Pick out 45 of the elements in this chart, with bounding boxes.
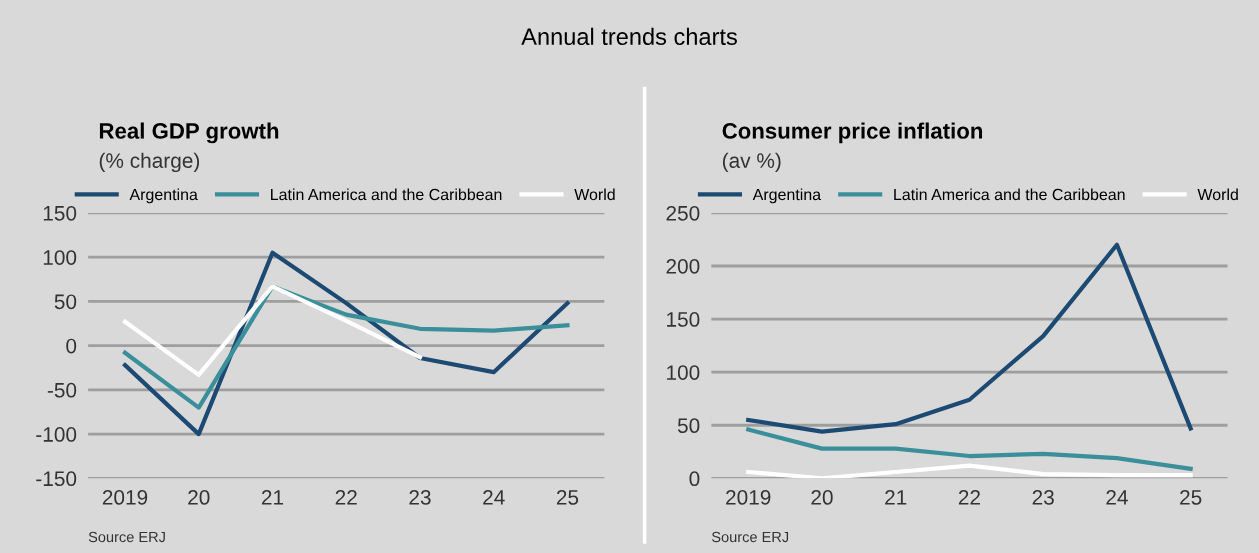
x-tick-label: 20 <box>811 490 833 505</box>
legend-label: World <box>574 188 615 201</box>
y-tick-label: -150 <box>36 471 77 487</box>
x-tick-label: 25 <box>556 490 579 505</box>
x-tick-label: 23 <box>1032 490 1054 505</box>
legend-label: World <box>1197 188 1238 201</box>
y-tick-label: 0 <box>689 471 700 487</box>
x-tick-label: 2019 <box>726 490 771 505</box>
text: Annual trends charts <box>521 27 737 46</box>
source-note: Source ERJ <box>712 531 789 543</box>
x-tick-label: 25 <box>1180 490 1202 505</box>
legend-label: Argentina <box>752 188 822 204</box>
y-tick-label: 100 <box>43 250 77 265</box>
line-series <box>122 284 570 410</box>
y-tick-label: 200 <box>666 258 700 274</box>
x-tick-label: 23 <box>409 490 431 505</box>
source-note: Source ERJ <box>88 531 165 543</box>
x-tick-label: 22 <box>958 490 980 505</box>
y-tick-label: 100 <box>667 365 700 380</box>
line-series <box>746 427 1193 471</box>
line-series <box>122 284 423 377</box>
x-tick-label: 21 <box>261 490 284 505</box>
y-tick-label: 150 <box>667 312 700 327</box>
y-tick-label: 0 <box>66 338 77 354</box>
y-tick-label: -100 <box>36 427 77 442</box>
chart-subtitle: (av %) <box>722 152 781 173</box>
y-tick-label: 150 <box>43 205 77 221</box>
chart-title: Real GDP growth <box>99 122 279 144</box>
line-series <box>746 463 1193 479</box>
x-tick-label: 21 <box>885 490 907 505</box>
chart-subtitle: (% charge) <box>99 152 200 173</box>
x-tick-label: 22 <box>335 490 357 505</box>
x-tick-label: 20 <box>188 490 210 505</box>
line-series <box>746 242 1193 434</box>
x-tick-label: 24 <box>1106 490 1128 505</box>
chart-title: Consumer price inflation <box>722 122 983 144</box>
y-tick-label: 50 <box>677 418 700 434</box>
legend-label: Latin America and the Caribbean <box>894 188 1125 201</box>
y-tick-label: 250 <box>666 205 700 221</box>
y-tick-label: -50 <box>47 382 77 398</box>
x-tick-label: 2019 <box>102 490 148 505</box>
x-tick-label: 24 <box>483 490 505 505</box>
legend-label: Latin America and the Caribbean <box>271 188 502 201</box>
legend-label: Argentina <box>129 188 198 204</box>
y-tick-label: 50 <box>54 294 77 310</box>
